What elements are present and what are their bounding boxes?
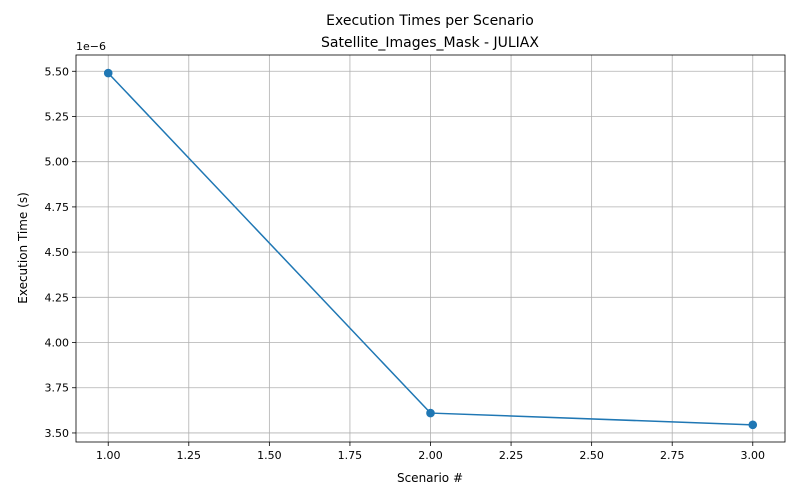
y-axis-offset-label: 1e−6 (76, 40, 106, 53)
y-axis-label: Execution Time (s) (16, 192, 30, 304)
y-tick-label: 4.25 (45, 291, 70, 304)
x-tick-label: 1.75 (338, 449, 363, 462)
x-tick-label: 2.50 (579, 449, 604, 462)
x-tick-label: 3.00 (741, 449, 766, 462)
x-tick-label: 2.25 (499, 449, 524, 462)
chart-title: Execution Times per Scenario (326, 13, 534, 29)
data-point (103, 68, 113, 78)
x-axis-ticks: 1.00 1.25 1.50 1.75 2.00 2.25 2.50 2.75 3.00 (96, 442, 765, 462)
x-tick-label: 1.50 (257, 449, 282, 462)
y-tick-label: 5.50 (45, 65, 70, 78)
y-tick-label: 5.00 (45, 156, 70, 169)
data-point (426, 408, 435, 418)
y-tick-label: 3.75 (45, 382, 70, 395)
y-tick-label: 4.75 (45, 201, 70, 214)
x-tick-label: 1.00 (96, 449, 121, 462)
data-point (748, 420, 758, 430)
y-tick-label: 5.25 (45, 110, 70, 123)
series-layer (103, 68, 758, 430)
y-tick-label: 3.50 (45, 427, 70, 440)
y-axis-ticks: 3.50 3.75 4.00 4.25 4.50 4.75 5.00 5.25 5.50 (45, 65, 76, 440)
x-tick-label: 2.00 (418, 449, 443, 462)
x-axis-label: Scenario # (397, 471, 463, 485)
x-tick-label: 2.75 (660, 449, 685, 462)
x-tick-label: 1.25 (177, 449, 202, 462)
chart-subtitle: Satellite_Images_Mask - JULIAX (321, 35, 539, 51)
y-tick-label: 4.50 (45, 246, 70, 259)
y-tick-label: 4.00 (45, 337, 70, 350)
grid-lines (76, 55, 785, 442)
